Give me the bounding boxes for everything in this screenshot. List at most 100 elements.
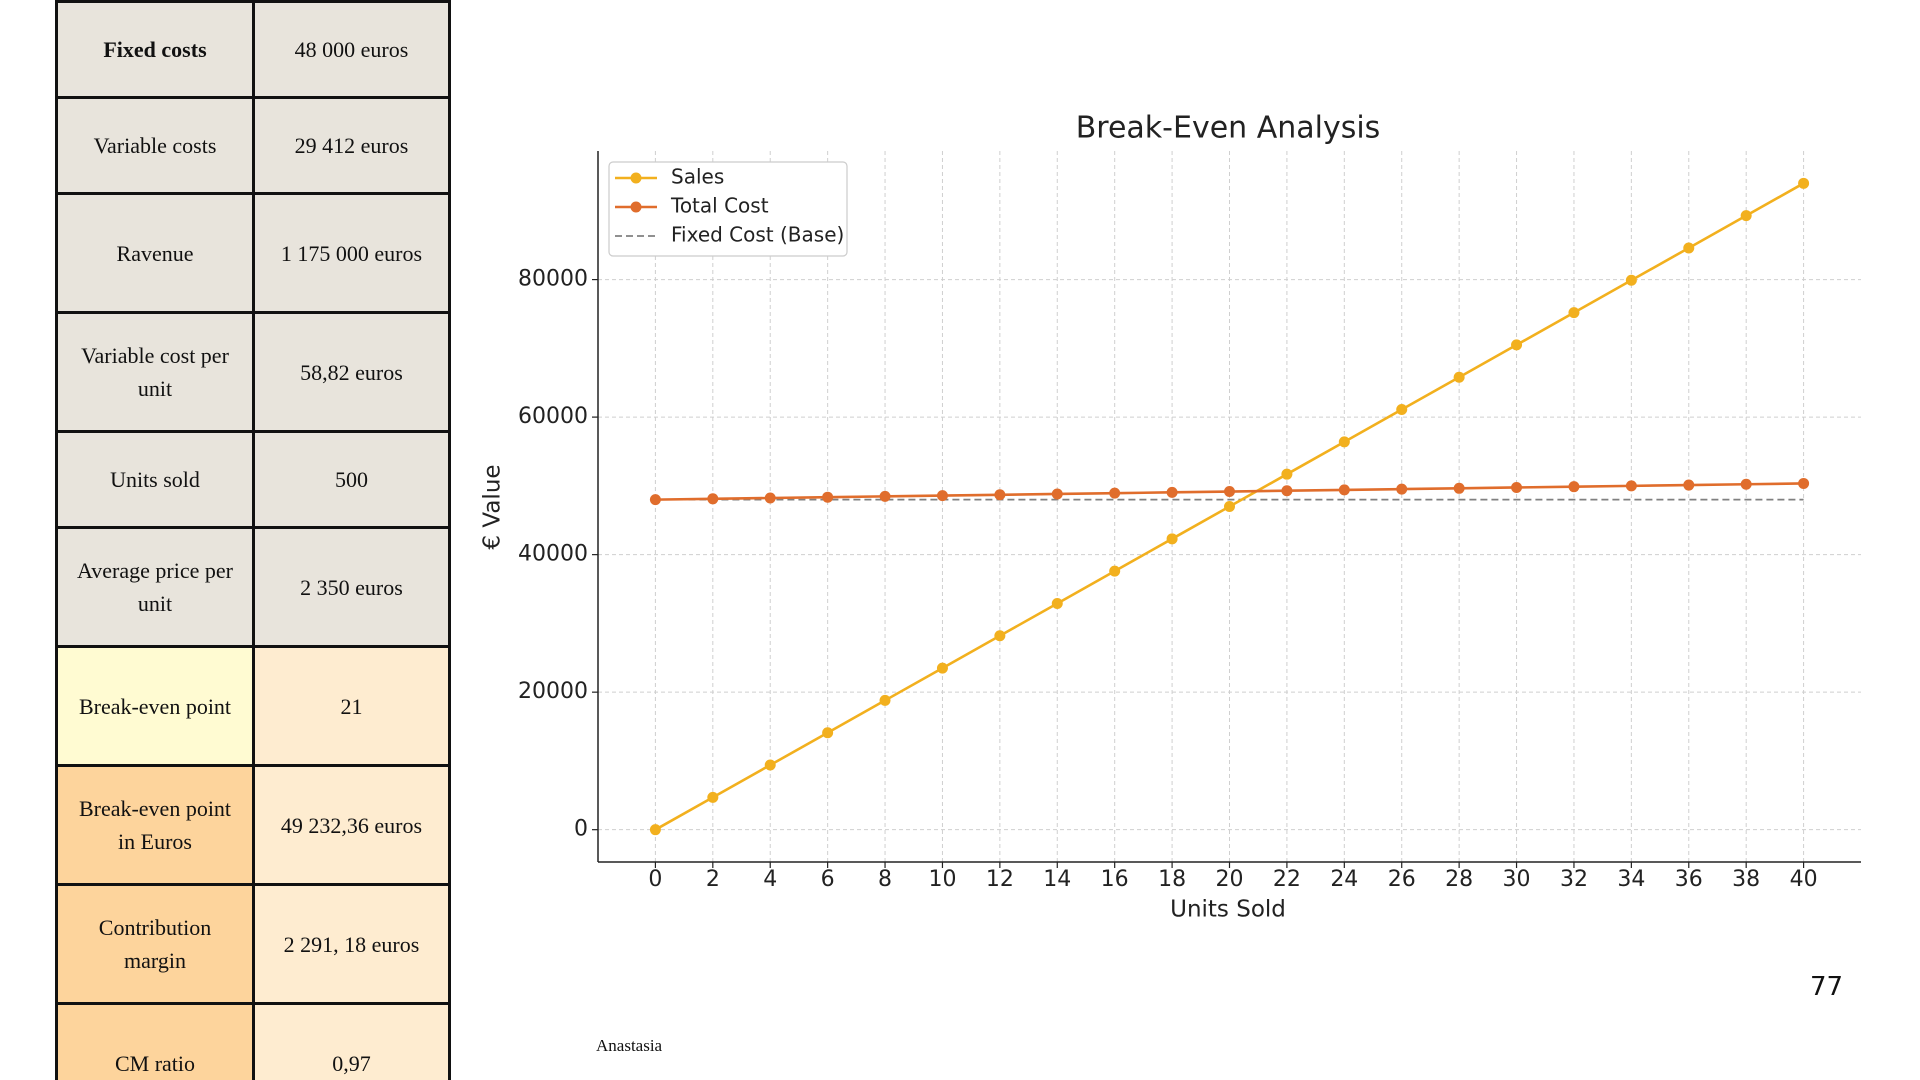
data-point — [1625, 480, 1637, 492]
data-point — [1683, 242, 1695, 254]
legend-marker — [630, 172, 642, 184]
x-tick-label: 30 — [1503, 867, 1531, 892]
data-point — [1568, 307, 1580, 319]
row-label: CM ratio — [55, 1002, 255, 1080]
y-tick-label: 60000 — [518, 404, 588, 429]
table-row: Ravenue 1 175 000 euros — [55, 192, 451, 314]
row-label: Variable costs — [55, 96, 255, 195]
data-point — [936, 662, 948, 674]
data-point — [1740, 478, 1752, 490]
x-tick-label: 26 — [1388, 867, 1416, 892]
legend-marker — [630, 201, 642, 213]
row-value: 0,97 — [252, 1002, 451, 1080]
data-point — [1683, 479, 1695, 491]
x-tick-label: 28 — [1445, 867, 1473, 892]
table-row: Fixed costs 48 000 euros — [55, 0, 451, 99]
data-point — [936, 490, 948, 502]
summary-table: Fixed costs 48 000 euros Variable costs 29 … — [55, 0, 451, 1080]
x-tick-label: 10 — [928, 867, 956, 892]
author: Anastasia — [596, 1036, 663, 1055]
data-point — [1511, 481, 1523, 493]
y-tick-label: 20000 — [518, 679, 588, 704]
row-value: 29 412 euros — [252, 96, 451, 195]
row-label: Units sold — [55, 430, 255, 529]
row-value: 2 291, 18 euros — [252, 883, 451, 1005]
row-label: Average price per unit — [55, 526, 255, 648]
x-tick-label: 32 — [1560, 867, 1588, 892]
table-row: Variable cost per unit 58,82 euros — [55, 311, 451, 433]
x-tick-label: 16 — [1101, 867, 1129, 892]
legend-label: Fixed Cost (Base) — [671, 223, 844, 247]
x-tick-label: 34 — [1617, 867, 1645, 892]
data-point — [1568, 481, 1580, 493]
x-tick-label: 4 — [763, 867, 777, 892]
table-row: Units sold 500 — [55, 430, 451, 529]
data-point — [1166, 533, 1178, 545]
table: Fixed costs 48 000 euros Variable costs 29 … — [55, 0, 451, 1080]
row-value: 500 — [252, 430, 451, 529]
data-point — [707, 791, 719, 803]
data-point — [879, 490, 891, 502]
row-value: 58,82 euros — [252, 311, 451, 433]
x-tick-label: 38 — [1732, 867, 1760, 892]
data-point — [1281, 485, 1293, 497]
table-row: CM ratio 0,97 — [55, 1002, 451, 1080]
table-row: Average price per unit 2 350 euros — [55, 526, 451, 648]
data-point — [1453, 371, 1465, 383]
row-label: Break-even point in Euros — [55, 764, 255, 886]
row-value: 21 — [252, 645, 451, 767]
x-tick-label: 36 — [1675, 867, 1703, 892]
table-row: Variable costs 29 412 euros — [55, 96, 451, 195]
row-value: 1 175 000 euros — [252, 192, 451, 314]
row-value: 48 000 euros — [252, 0, 451, 99]
row-label: Ravenue — [55, 192, 255, 314]
x-tick-label: 20 — [1216, 867, 1244, 892]
data-point — [1798, 477, 1810, 489]
data-point — [1798, 177, 1810, 189]
row-label: Contribution margin — [55, 883, 255, 1005]
data-point — [1109, 487, 1121, 499]
y-tick-label: 0 — [574, 817, 588, 842]
x-tick-label: 8 — [878, 867, 892, 892]
y-axis-label: € Value — [480, 464, 506, 549]
row-value: 2 350 euros — [252, 526, 451, 648]
data-point — [994, 489, 1006, 501]
legend-box — [608, 161, 848, 257]
row-value: 49 232,36 euros — [252, 764, 451, 886]
table-row: Break-even point 21 — [55, 645, 451, 767]
data-point — [1166, 486, 1178, 498]
data-point — [1453, 482, 1465, 494]
x-tick-label: 22 — [1273, 867, 1301, 892]
data-point — [649, 494, 661, 506]
data-point — [649, 824, 661, 836]
data-point — [1224, 486, 1235, 498]
data-point — [994, 630, 1006, 642]
data-point — [822, 491, 834, 503]
x-tick-label: 6 — [821, 867, 835, 892]
x-tick-label: 2 — [706, 867, 720, 892]
x-tick-label: 18 — [1158, 867, 1186, 892]
row-label: Fixed costs — [55, 0, 255, 99]
data-point — [1338, 484, 1350, 496]
x-tick-label: 12 — [986, 867, 1014, 892]
data-point — [1051, 488, 1063, 500]
data-point — [764, 759, 776, 771]
data-point — [707, 493, 719, 505]
data-point — [822, 727, 834, 739]
x-tick-label: 0 — [648, 867, 662, 892]
x-tick-label: 14 — [1043, 867, 1071, 892]
data-point — [1740, 210, 1752, 222]
data-point — [1396, 483, 1408, 495]
table-row: Contribution margin 2 291, 18 euros — [55, 883, 451, 1005]
page-number: 77 — [1810, 972, 1844, 1002]
x-axis-label: Units Sold — [1170, 897, 1286, 923]
data-point — [764, 492, 776, 504]
row-label: Variable cost per unit — [55, 311, 255, 433]
data-point — [1224, 501, 1235, 512]
x-tick-label: 40 — [1790, 867, 1818, 892]
legend-label: Total Cost — [670, 194, 769, 218]
data-point — [1625, 274, 1637, 286]
data-point — [1109, 565, 1121, 577]
